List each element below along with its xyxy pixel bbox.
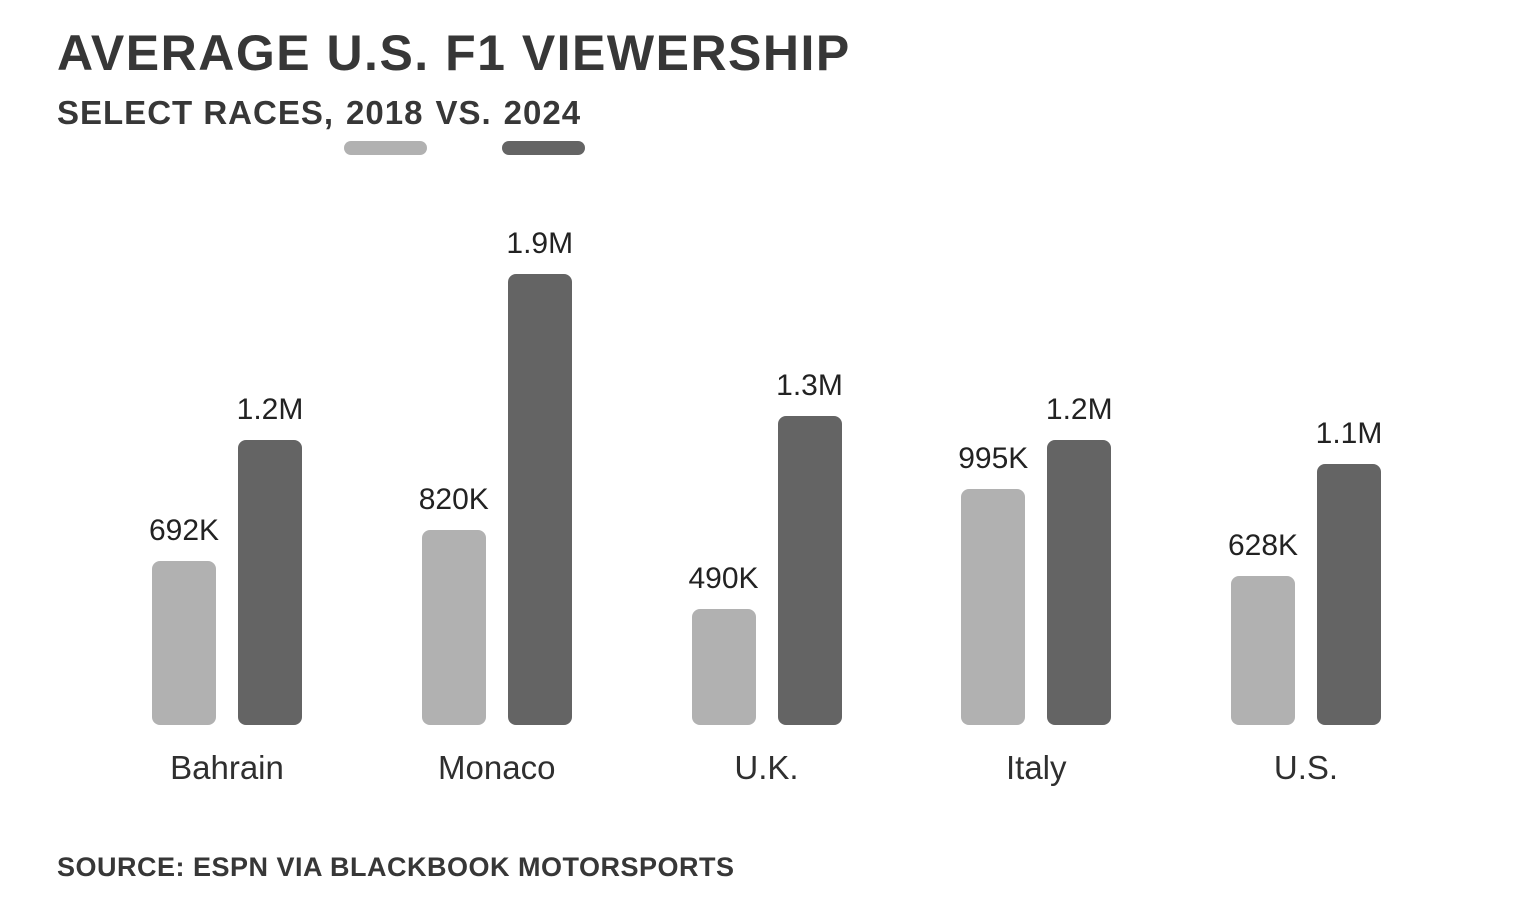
bar-column-2024: 1.1M [1316, 417, 1382, 725]
chart-title: AVERAGE U.S. F1 VIEWERSHIP [57, 25, 851, 81]
category-label: Bahrain [170, 748, 284, 786]
chart-subtitle: SELECT RACES, 2018 VS. 2024 [57, 93, 1536, 155]
category-label: U.S. [1273, 748, 1339, 786]
legend-2018: 2018 [344, 93, 428, 155]
legend-2024: 2024 [501, 93, 586, 155]
legend-2018-swatch [344, 140, 428, 155]
bar-column-2024: 1.9M [506, 227, 573, 725]
bar-value-label: 1.9M [506, 226, 574, 260]
bar-value-label: 628K [1227, 528, 1299, 562]
legend-2018-label: 2018 [346, 94, 424, 131]
category-group: 820K 1.9M Monaco [419, 227, 573, 786]
category-label: Monaco [438, 748, 556, 786]
bar-column-2018: 490K [688, 562, 759, 725]
category-label: U.K. [734, 748, 799, 786]
bar-column-2018: 628K [1228, 529, 1298, 725]
bar-column-2018: 995K [958, 442, 1028, 725]
bar-chart: 692K 1.2M Bahrain 820K 1.9M Monaco 490K 1.3M U.K… [149, 227, 1382, 786]
subtitle-vs: VS. [435, 94, 492, 131]
bar-value-label: 1.2M [236, 392, 304, 426]
source-note: SOURCE: ESPN VIA BLACKBOOK MOTORSPORTS [57, 852, 735, 882]
bar-column-2024: 1.2M [1046, 393, 1113, 725]
bar-value-label: 1.3M [776, 368, 843, 402]
legend-2024-label: 2024 [503, 94, 582, 131]
bar-value-label: 490K [688, 561, 759, 595]
category-group: 628K 1.1M U.S. [1228, 417, 1382, 786]
legend-2024-swatch [501, 140, 586, 155]
bar-2024 [1317, 463, 1381, 725]
bar-value-label: 692K [148, 513, 220, 547]
bar-value-label: 1.2M [1045, 392, 1113, 426]
bar-2018 [961, 488, 1026, 725]
bar-2024 [507, 273, 572, 725]
bar-2024 [1047, 439, 1112, 725]
bar-2024 [777, 415, 842, 725]
bar-2018 [691, 608, 756, 725]
category-label: Italy [1005, 748, 1067, 786]
category-group: 490K 1.3M U.K. [688, 369, 843, 786]
bar-value-label: 820K [418, 482, 489, 516]
bar-value-label: 1.1M [1315, 416, 1383, 450]
bar-column-2018: 692K [149, 514, 219, 725]
category-group: 995K 1.2M Italy [958, 393, 1113, 786]
category-group: 692K 1.2M Bahrain [149, 393, 303, 786]
bar-column-2024: 1.3M [776, 369, 843, 725]
bar-column-2018: 820K [419, 483, 489, 725]
bar-2018 [152, 560, 216, 725]
bar-2018 [421, 529, 486, 725]
bar-value-label: 995K [958, 441, 1029, 475]
bar-column-2024: 1.2M [237, 393, 303, 725]
bar-2024 [238, 439, 302, 725]
bar-2018 [1231, 575, 1295, 725]
subtitle-prefix: SELECT RACES, [57, 94, 335, 131]
